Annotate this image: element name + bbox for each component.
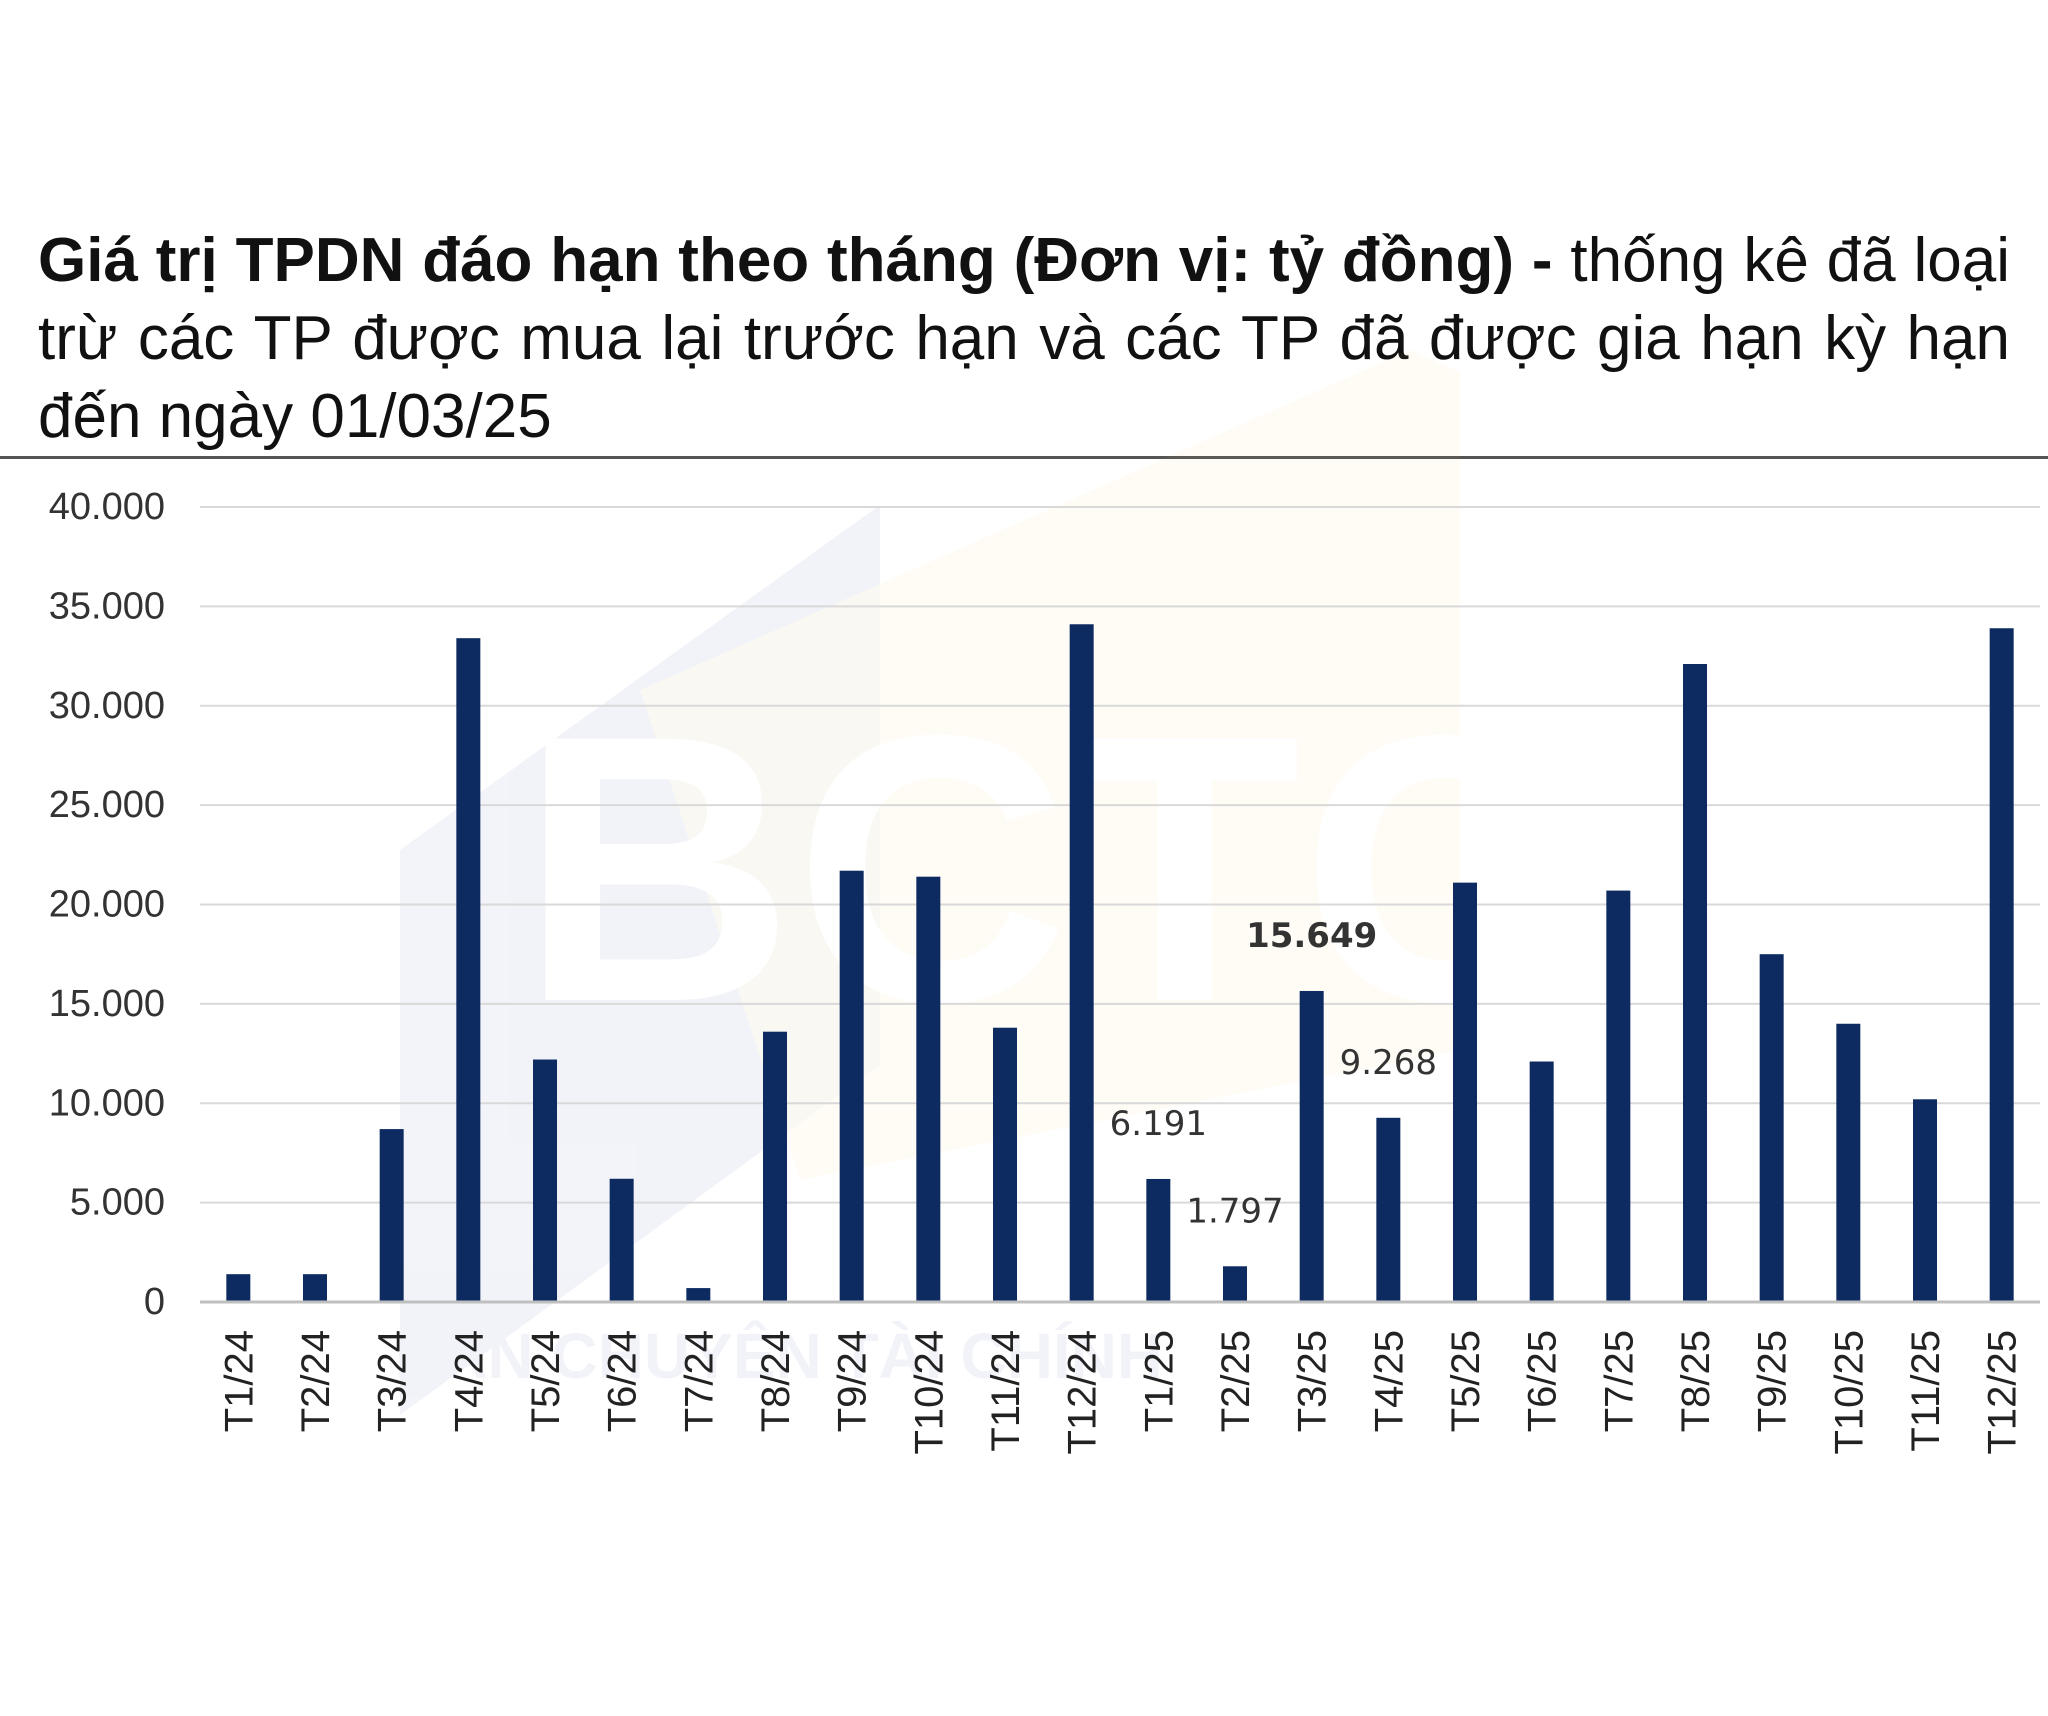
bar <box>1836 1023 1861 1302</box>
bar <box>533 1059 557 1302</box>
x-tick-label: T9/25 <box>1751 1330 1795 1432</box>
bar <box>1453 882 1477 1302</box>
x-tick-label: T1/24 <box>217 1330 261 1432</box>
x-tick-label: T3/24 <box>371 1330 415 1432</box>
x-tick-label: T6/25 <box>1521 1330 1565 1432</box>
y-tick-label: 30.000 <box>49 685 165 727</box>
bar <box>1299 990 1324 1302</box>
bar <box>1376 1117 1401 1302</box>
x-tick-label: T10/24 <box>907 1330 951 1455</box>
x-tick-label: T3/25 <box>1291 1330 1335 1432</box>
bar <box>1069 624 1094 1302</box>
x-tick-label: T7/25 <box>1597 1330 1641 1432</box>
bar <box>609 1178 634 1302</box>
x-tick-label: T12/24 <box>1061 1330 1105 1455</box>
x-tick-label: T9/24 <box>831 1330 875 1432</box>
x-tick-label: T6/24 <box>601 1330 645 1432</box>
bars <box>226 624 2014 1302</box>
y-tick-label: 35.000 <box>49 585 165 627</box>
data-label: 6.191 <box>1110 1104 1207 1144</box>
y-tick-label: 0 <box>144 1281 165 1323</box>
x-axis-ticks: T1/24 T2/24 T3/24 T4/24 T5/24 T6/24 T7/24 T8/24… <box>217 1330 2024 1455</box>
data-label: 15.649 <box>1246 916 1377 956</box>
bar <box>379 1129 404 1302</box>
bar <box>1759 954 1784 1302</box>
bar <box>839 870 864 1302</box>
y-tick-label: 5.000 <box>70 1182 165 1224</box>
chart-title-rest: thống kê đã loại trừ các TP được mua lại… <box>38 226 2010 451</box>
bar <box>1223 1266 1247 1302</box>
x-tick-label: T2/24 <box>294 1330 338 1432</box>
bar <box>226 1274 251 1302</box>
x-tick-label: T5/24 <box>524 1330 568 1432</box>
chart-title: Giá trị TPDN đáo hạn theo tháng (Đơn vị:… <box>38 222 2010 456</box>
watermark-text: BẢN CHUYÊN TÀI CHÍNH <box>395 1319 1163 1392</box>
chart-title-bold: Giá trị TPDN đáo hạn theo tháng (Đơn vị:… <box>38 226 1571 295</box>
x-tick-label: T2/25 <box>1214 1330 1258 1432</box>
watermark-logo: BCTC BẢN CHUYÊN TÀI CHÍNH <box>395 350 1575 1415</box>
bar <box>993 1027 1017 1302</box>
x-tick-label: T4/24 <box>447 1330 491 1432</box>
bar <box>916 876 941 1302</box>
bar <box>1683 664 1707 1302</box>
title-divider <box>0 456 2048 459</box>
bar <box>1989 628 2014 1302</box>
x-tick-label: T11/25 <box>1904 1330 1948 1452</box>
x-tick-label: T7/24 <box>677 1330 721 1432</box>
bar <box>1606 890 1631 1302</box>
bar <box>1529 1061 1554 1302</box>
bar <box>303 1274 327 1302</box>
y-tick-label: 15.000 <box>49 983 165 1025</box>
y-axis-ticks: 0 5.000 10.000 15.000 20.000 25.000 30.000 35.0… <box>49 486 165 1323</box>
bar <box>763 1031 787 1302</box>
bar <box>1913 1099 1937 1302</box>
watermark-logo-letters: BCTC <box>520 656 1575 1081</box>
gridlines <box>200 506 2040 1204</box>
x-tick-label: T1/25 <box>1137 1330 1181 1432</box>
y-tick-label: 40.000 <box>49 486 165 528</box>
x-tick-label: T10/25 <box>1827 1330 1871 1455</box>
y-tick-label: 20.000 <box>49 884 165 926</box>
bar <box>686 1288 711 1302</box>
x-tick-label: T4/25 <box>1367 1330 1411 1432</box>
bar <box>1146 1178 1171 1302</box>
y-tick-label: 10.000 <box>49 1082 165 1124</box>
x-tick-label: T8/25 <box>1674 1330 1718 1432</box>
x-tick-label: T11/24 <box>984 1330 1028 1452</box>
bar <box>456 638 481 1302</box>
data-labels: 6.191 1.797 15.649 9.268 <box>1110 916 1437 1231</box>
y-tick-label: 25.000 <box>49 784 165 826</box>
x-tick-label: T5/25 <box>1444 1330 1488 1432</box>
x-tick-label: T8/24 <box>754 1330 798 1432</box>
data-label: 9.268 <box>1340 1043 1437 1083</box>
x-tick-label: T12/25 <box>1981 1330 2025 1455</box>
data-label: 1.797 <box>1186 1191 1283 1231</box>
